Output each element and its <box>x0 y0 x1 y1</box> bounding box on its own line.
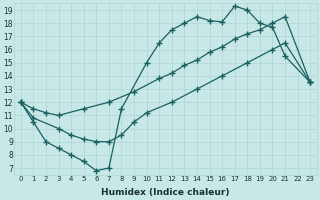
X-axis label: Humidex (Indice chaleur): Humidex (Indice chaleur) <box>101 188 230 197</box>
